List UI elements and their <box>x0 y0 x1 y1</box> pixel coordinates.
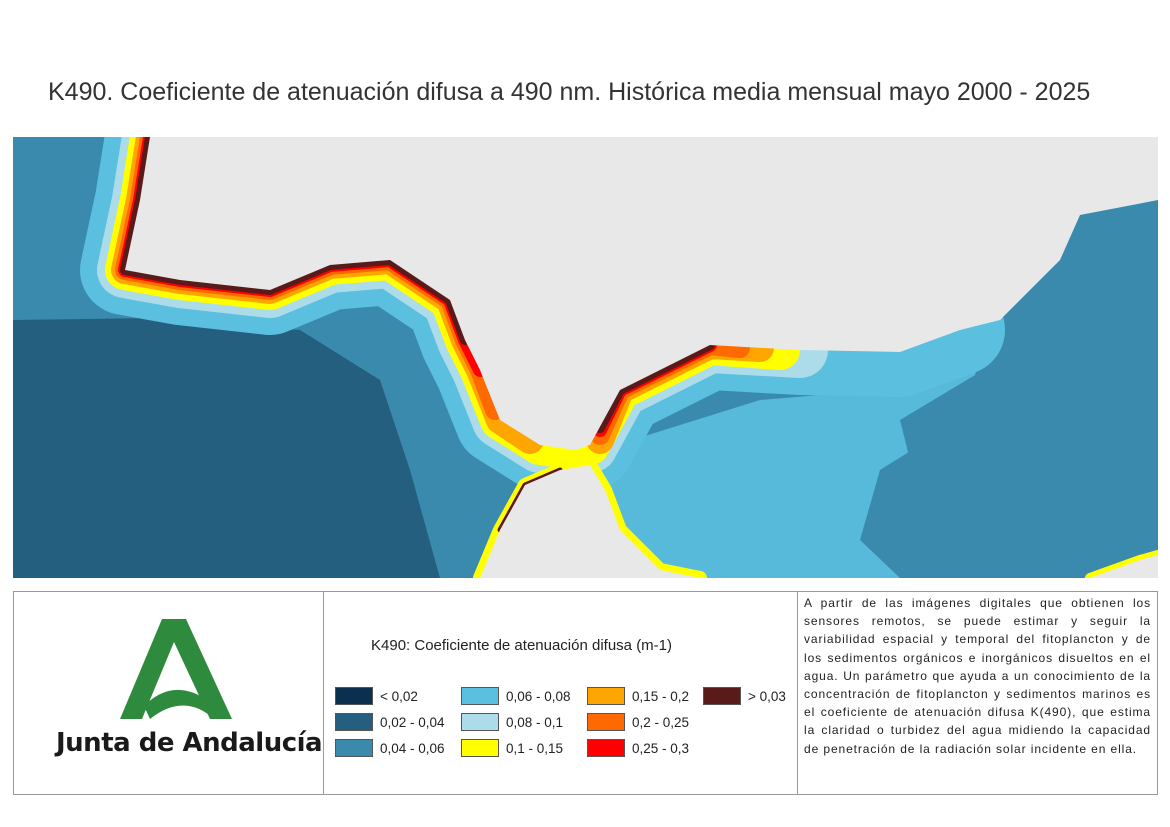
description: A partir de las imágenes digitales que o… <box>797 591 1158 795</box>
east-water <box>900 330 1158 560</box>
legend-label: 0,02 - 0,04 <box>380 714 445 730</box>
legend-item: 0,2 - 0,25 <box>587 712 689 732</box>
legend-swatch <box>703 687 741 705</box>
legend-swatch <box>461 687 499 705</box>
legend-label: < 0,02 <box>380 688 418 704</box>
legend-item: 0,06 - 0,08 <box>461 686 571 706</box>
north-water <box>13 137 60 310</box>
legend-label: 0,25 - 0,3 <box>632 740 690 756</box>
legend-swatch <box>587 687 625 705</box>
legend-title: K490: Coeficiente de atenuación difusa (… <box>371 637 673 654</box>
legend-swatch <box>587 713 625 731</box>
land-africa <box>480 465 700 578</box>
legend-swatch <box>335 713 373 731</box>
legend-item: 0,04 - 0,06 <box>335 738 445 758</box>
legend-swatch <box>461 739 499 757</box>
legend-swatch <box>587 739 625 757</box>
legend-item: 0,08 - 0,1 <box>461 712 563 732</box>
legend-swatch <box>461 713 499 731</box>
map <box>13 137 1158 578</box>
legend-item: 0,1 - 0,15 <box>461 738 563 758</box>
legend-label: 0,04 - 0,06 <box>380 740 445 756</box>
legend-label: 0,1 - 0,15 <box>506 740 564 756</box>
logo-box: Junta de Andalucía <box>13 591 324 795</box>
deep-water <box>13 318 440 578</box>
legend-label: 0,15 - 0,2 <box>632 688 690 704</box>
legend-item: 0,15 - 0,2 <box>587 686 689 706</box>
legend-label: 0,06 - 0,08 <box>506 688 571 704</box>
legend-label: 0,2 - 0,25 <box>632 714 690 730</box>
land-africa-east <box>1090 555 1158 578</box>
land-iberia <box>125 137 1158 450</box>
alboran-water <box>600 360 980 578</box>
legend-swatch <box>335 687 373 705</box>
legend-swatch <box>335 739 373 757</box>
logo-text: Junta de Andalucía <box>56 728 323 758</box>
title: K490. Coeficiente de atenuación difusa a… <box>48 78 1091 106</box>
legend-label: > 0,03 <box>748 688 786 704</box>
legend-label: 0,08 - 0,1 <box>506 714 564 730</box>
legend-box: K490: Coeficiente de atenuación difusa (… <box>323 591 798 795</box>
legend-item: 0,02 - 0,04 <box>335 712 445 732</box>
legend-item: < 0,02 <box>335 686 418 706</box>
logo-mark <box>120 619 232 719</box>
legend-item: 0,25 - 0,3 <box>587 738 689 758</box>
legend-item: > 0,03 <box>703 686 786 706</box>
